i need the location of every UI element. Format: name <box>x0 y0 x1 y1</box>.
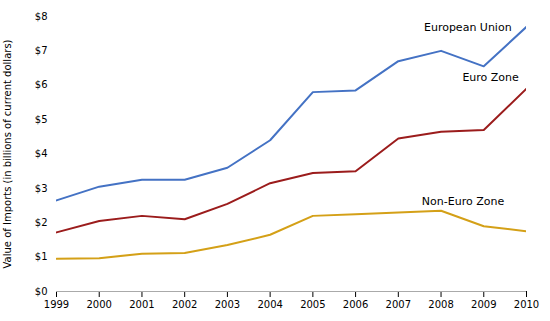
svg-text:2007: 2007 <box>386 299 411 310</box>
svg-text:Non-Euro Zone: Non-Euro Zone <box>422 195 505 208</box>
svg-text:2006: 2006 <box>343 299 368 310</box>
svg-text:2000: 2000 <box>87 299 112 310</box>
svg-text:2004: 2004 <box>257 299 282 310</box>
svg-text:$8: $8 <box>35 11 48 22</box>
svg-text:European Union: European Union <box>424 20 512 33</box>
svg-text:2002: 2002 <box>172 299 197 310</box>
svg-text:$6: $6 <box>35 79 48 90</box>
svg-text:$3: $3 <box>35 183 48 194</box>
svg-text:$4: $4 <box>35 148 48 159</box>
svg-text:2001: 2001 <box>129 299 154 310</box>
svg-text:1999: 1999 <box>44 299 69 310</box>
svg-text:2008: 2008 <box>428 299 453 310</box>
svg-text:Euro Zone: Euro Zone <box>462 71 519 84</box>
svg-text:2003: 2003 <box>215 299 240 310</box>
svg-text:$5: $5 <box>35 114 48 125</box>
svg-text:$1: $1 <box>35 251 48 262</box>
svg-text:$7: $7 <box>35 45 48 56</box>
svg-text:$0: $0 <box>35 286 48 297</box>
svg-text:$2: $2 <box>35 217 48 228</box>
svg-text:2009: 2009 <box>471 299 496 310</box>
svg-text:Value of Imports (in billions: Value of Imports (in billions of current… <box>2 39 13 268</box>
svg-text:2010: 2010 <box>514 299 539 310</box>
svg-text:2005: 2005 <box>300 299 325 310</box>
